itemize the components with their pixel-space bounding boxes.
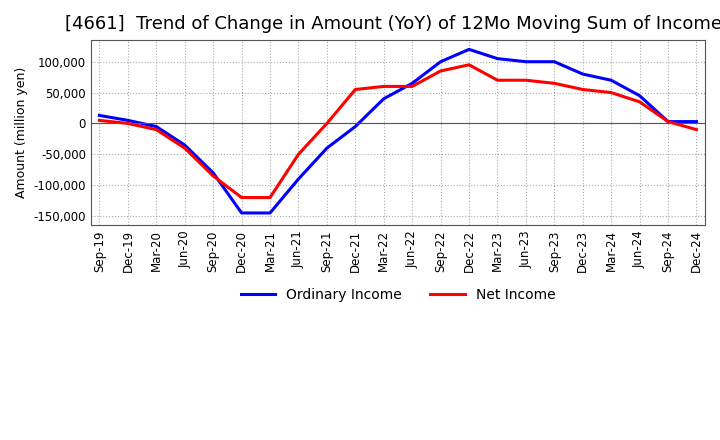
Net Income bbox=[493, 77, 502, 83]
Ordinary Income bbox=[95, 113, 104, 118]
Title: [4661]  Trend of Change in Amount (YoY) of 12Mo Moving Sum of Incomes: [4661] Trend of Change in Amount (YoY) o… bbox=[65, 15, 720, 33]
Net Income bbox=[181, 146, 189, 151]
Ordinary Income bbox=[664, 119, 672, 124]
Net Income bbox=[152, 127, 161, 132]
Net Income bbox=[521, 77, 530, 83]
Net Income bbox=[124, 121, 132, 126]
Ordinary Income bbox=[635, 93, 644, 98]
Ordinary Income bbox=[152, 124, 161, 129]
Net Income bbox=[464, 62, 473, 67]
Net Income bbox=[95, 118, 104, 123]
Net Income bbox=[209, 173, 217, 179]
Ordinary Income bbox=[209, 170, 217, 176]
Ordinary Income bbox=[464, 47, 473, 52]
Ordinary Income bbox=[181, 143, 189, 148]
Net Income bbox=[607, 90, 616, 95]
Net Income bbox=[323, 121, 331, 126]
Ordinary Income bbox=[124, 118, 132, 123]
Ordinary Income bbox=[436, 59, 445, 64]
Y-axis label: Amount (million yen): Amount (million yen) bbox=[15, 67, 28, 198]
Legend: Ordinary Income, Net Income: Ordinary Income, Net Income bbox=[235, 282, 561, 307]
Net Income bbox=[408, 84, 416, 89]
Ordinary Income bbox=[266, 210, 274, 216]
Ordinary Income bbox=[323, 146, 331, 151]
Net Income bbox=[635, 99, 644, 104]
Line: Net Income: Net Income bbox=[99, 65, 696, 198]
Ordinary Income bbox=[379, 96, 388, 101]
Ordinary Income bbox=[550, 59, 559, 64]
Net Income bbox=[692, 127, 701, 132]
Ordinary Income bbox=[607, 77, 616, 83]
Net Income bbox=[238, 195, 246, 200]
Ordinary Income bbox=[351, 124, 359, 129]
Ordinary Income bbox=[493, 56, 502, 61]
Net Income bbox=[294, 152, 303, 157]
Ordinary Income bbox=[294, 176, 303, 182]
Ordinary Income bbox=[238, 210, 246, 216]
Line: Ordinary Income: Ordinary Income bbox=[99, 49, 696, 213]
Ordinary Income bbox=[408, 81, 416, 86]
Net Income bbox=[664, 119, 672, 124]
Ordinary Income bbox=[692, 119, 701, 124]
Net Income bbox=[550, 81, 559, 86]
Ordinary Income bbox=[578, 71, 587, 77]
Ordinary Income bbox=[521, 59, 530, 64]
Net Income bbox=[266, 195, 274, 200]
Net Income bbox=[436, 68, 445, 73]
Net Income bbox=[351, 87, 359, 92]
Net Income bbox=[578, 87, 587, 92]
Net Income bbox=[379, 84, 388, 89]
